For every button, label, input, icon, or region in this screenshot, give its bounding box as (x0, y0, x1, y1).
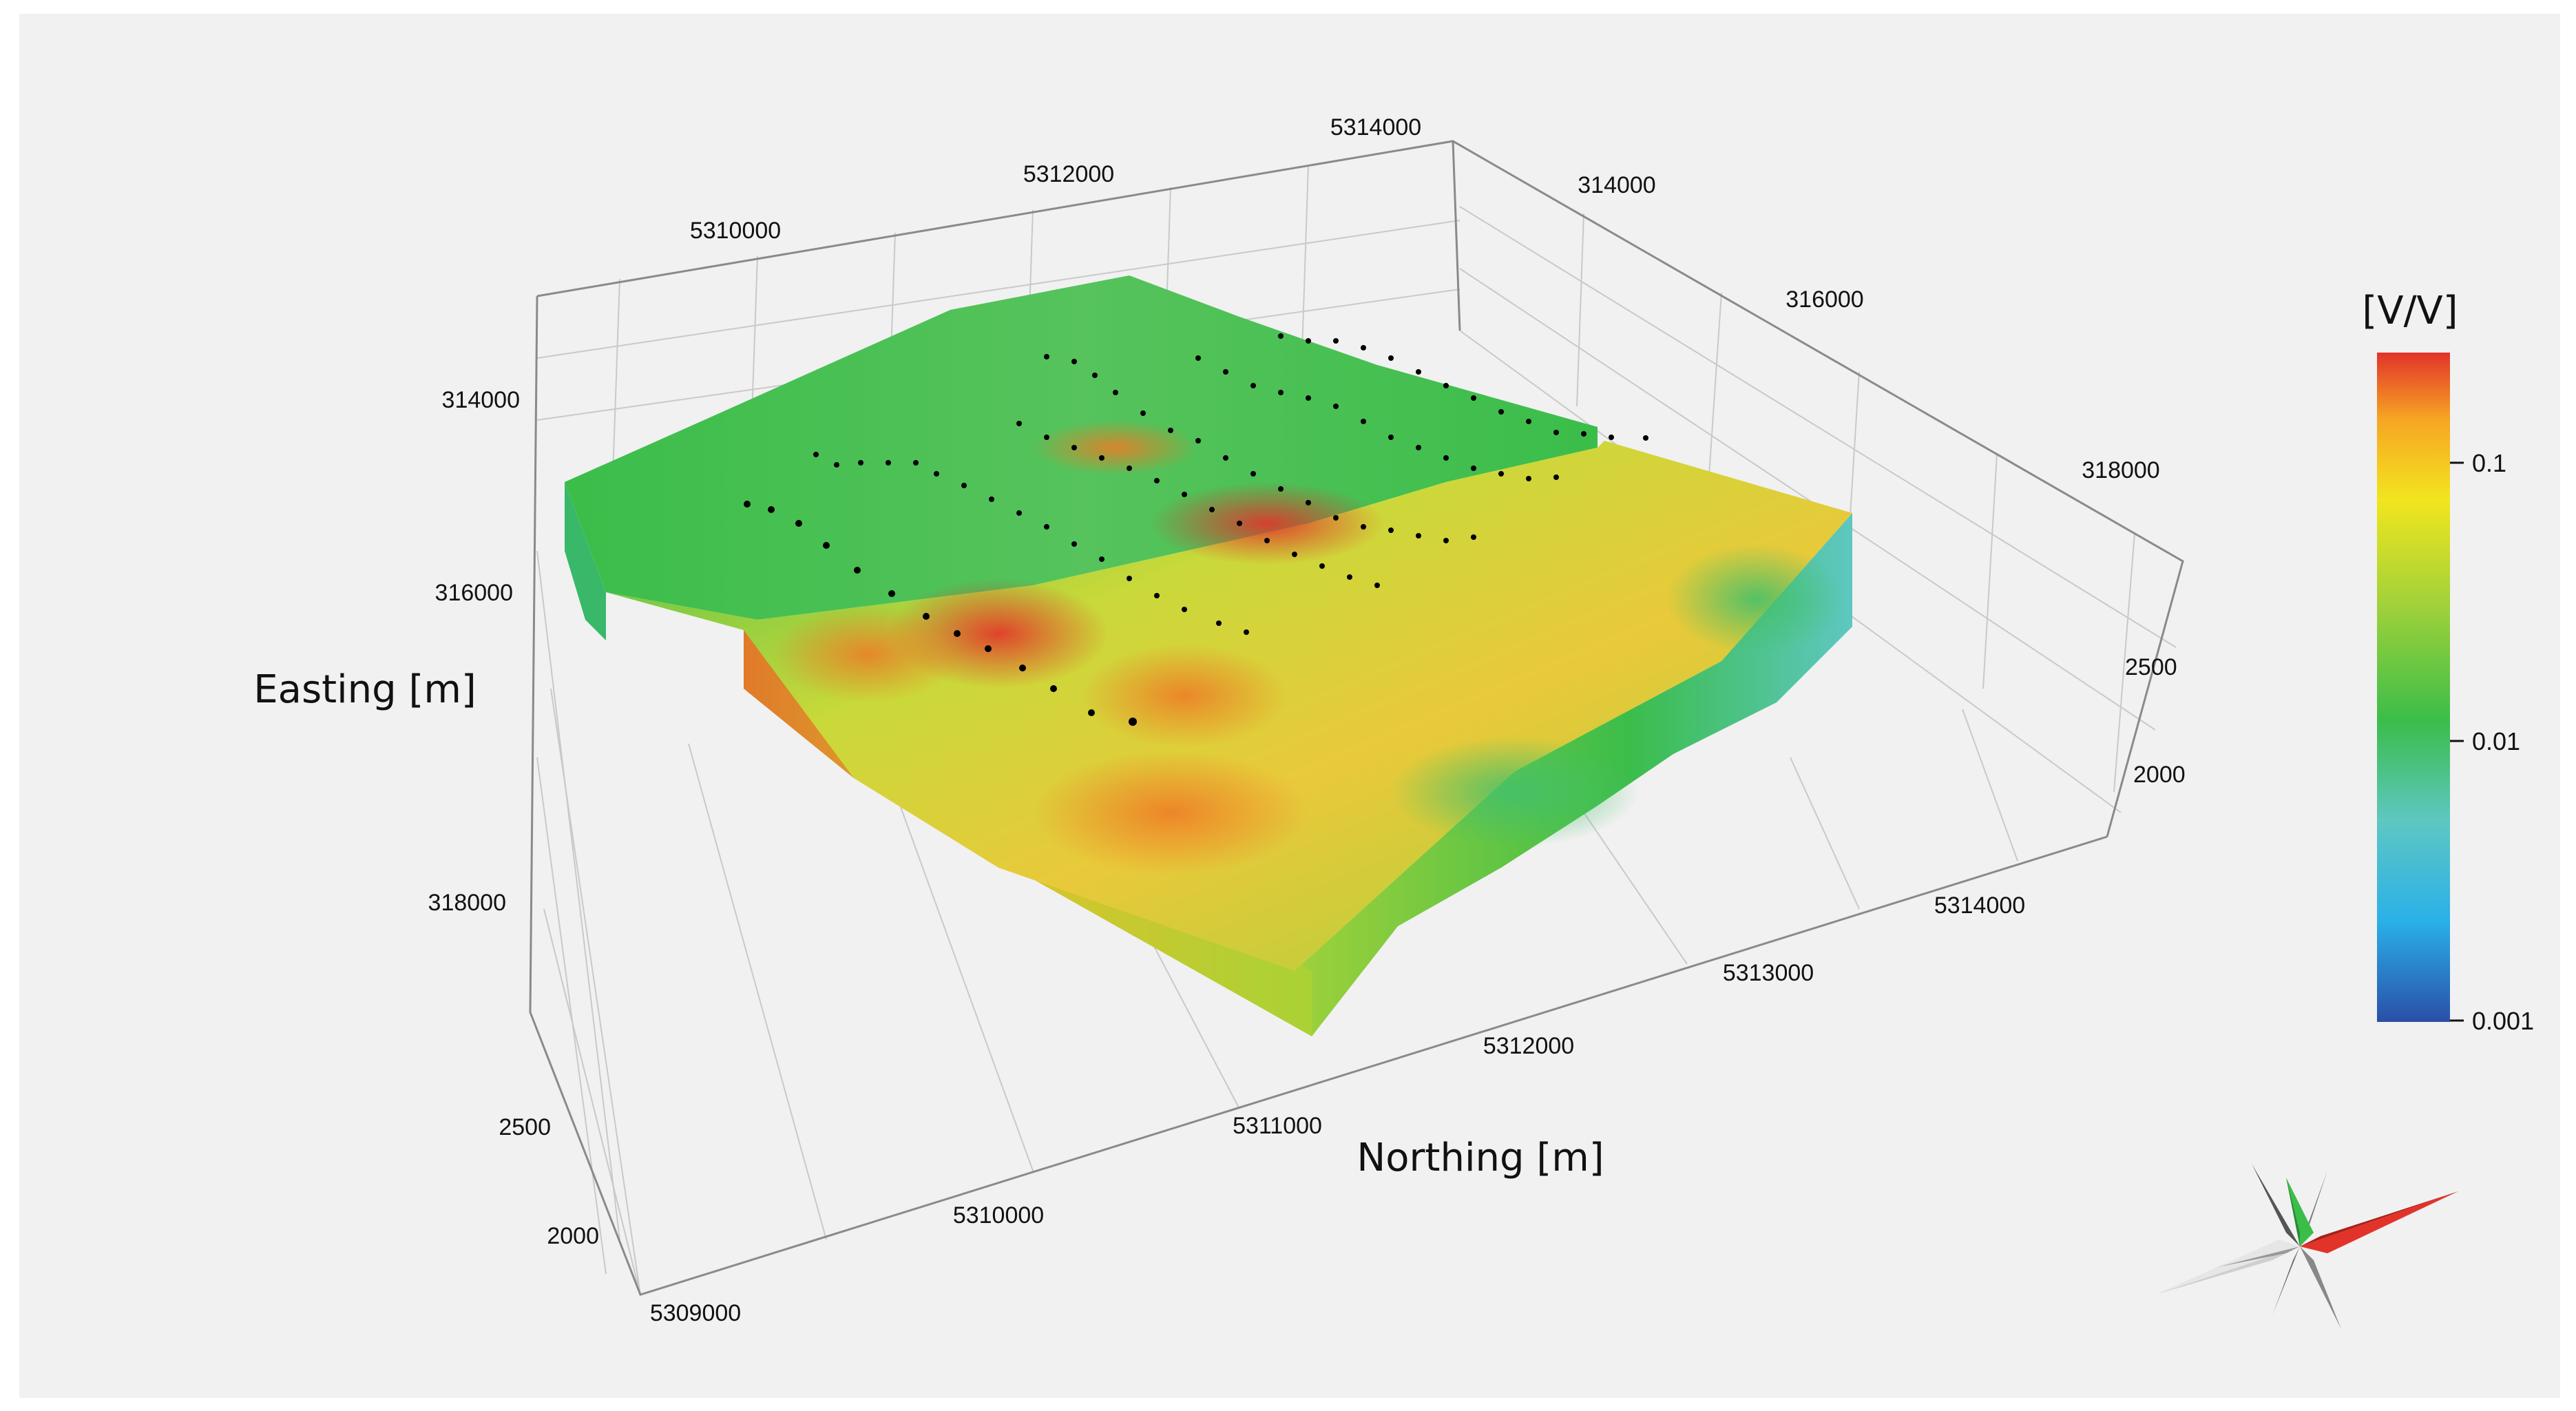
elevation-right-tick-2: 2000 (2133, 762, 2186, 788)
survey-line-2 (813, 452, 1249, 635)
northing-ticks-top: 5310000 5312000 5314000 (690, 114, 1421, 244)
easting-right-tick-2: 316000 (1786, 286, 1863, 313)
elevation-left-tick-1: 2500 (499, 1114, 551, 1140)
survey-line-1 (744, 501, 1137, 726)
elevation-ticks-left: 2500 2000 (499, 1114, 599, 1249)
survey-line-3 (1016, 421, 1380, 588)
northing-top-tick-3: 5314000 (1330, 114, 1421, 140)
survey-line-4 (1044, 354, 1476, 543)
northing-bottom-tick-1: 5309000 (650, 1300, 741, 1326)
easting-left-tick-3: 318000 (428, 890, 506, 916)
box-edges (529, 140, 2184, 1296)
easting-ticks-left: 314000 316000 318000 (428, 387, 520, 916)
colorbar-tick-3: 0.001 (2472, 1007, 2534, 1035)
easting-left-tick-2: 316000 (435, 580, 513, 606)
model-volume (565, 275, 1852, 1036)
northing-bottom-tick-2: 5310000 (953, 1202, 1044, 1229)
northing-ticks-bottom: 5309000 5310000 5311000 5312000 5313000 … (650, 892, 2025, 1326)
easting-ticks-right: 314000 316000 318000 (1578, 172, 2159, 483)
survey-line-6 (1278, 333, 1648, 441)
colorbar-tick-2: 0.01 (2472, 727, 2520, 755)
colorbar-ramp (2377, 353, 2450, 1022)
northing-bottom-tick-5: 5313000 (1723, 960, 1814, 986)
colorbar: [V/V] 0.1 0.01 0.001 (2362, 289, 2534, 1035)
easting-left-tick-1: 314000 (442, 387, 520, 413)
easting-right-tick-3: 318000 (2082, 457, 2159, 483)
compass-rose-icon[interactable] (2155, 1164, 2458, 1329)
easting-right-tick-1: 314000 (1578, 172, 1655, 198)
northing-axis-title: Northing [m] (1357, 1136, 1604, 1180)
survey-points (744, 333, 1648, 726)
colorbar-tick-1: 0.1 (2472, 449, 2506, 477)
elevation-left-tick-2: 2000 (547, 1223, 599, 1249)
northing-top-tick-1: 5310000 (690, 218, 781, 244)
elevation-right-tick-1: 2500 (2125, 654, 2177, 680)
colorbar-title: [V/V] (2362, 289, 2458, 333)
northing-bottom-tick-4: 5312000 (1483, 1033, 1574, 1059)
survey-line-5 (1195, 355, 1559, 481)
northing-bottom-tick-3: 5311000 (1233, 1113, 1322, 1139)
northing-top-tick-2: 5312000 (1023, 161, 1114, 187)
elevation-ticks-right: 2500 2000 (2125, 654, 2186, 788)
northing-bottom-tick-6: 5314000 (1934, 892, 2025, 919)
easting-axis-title: Easting [m] (253, 667, 476, 712)
